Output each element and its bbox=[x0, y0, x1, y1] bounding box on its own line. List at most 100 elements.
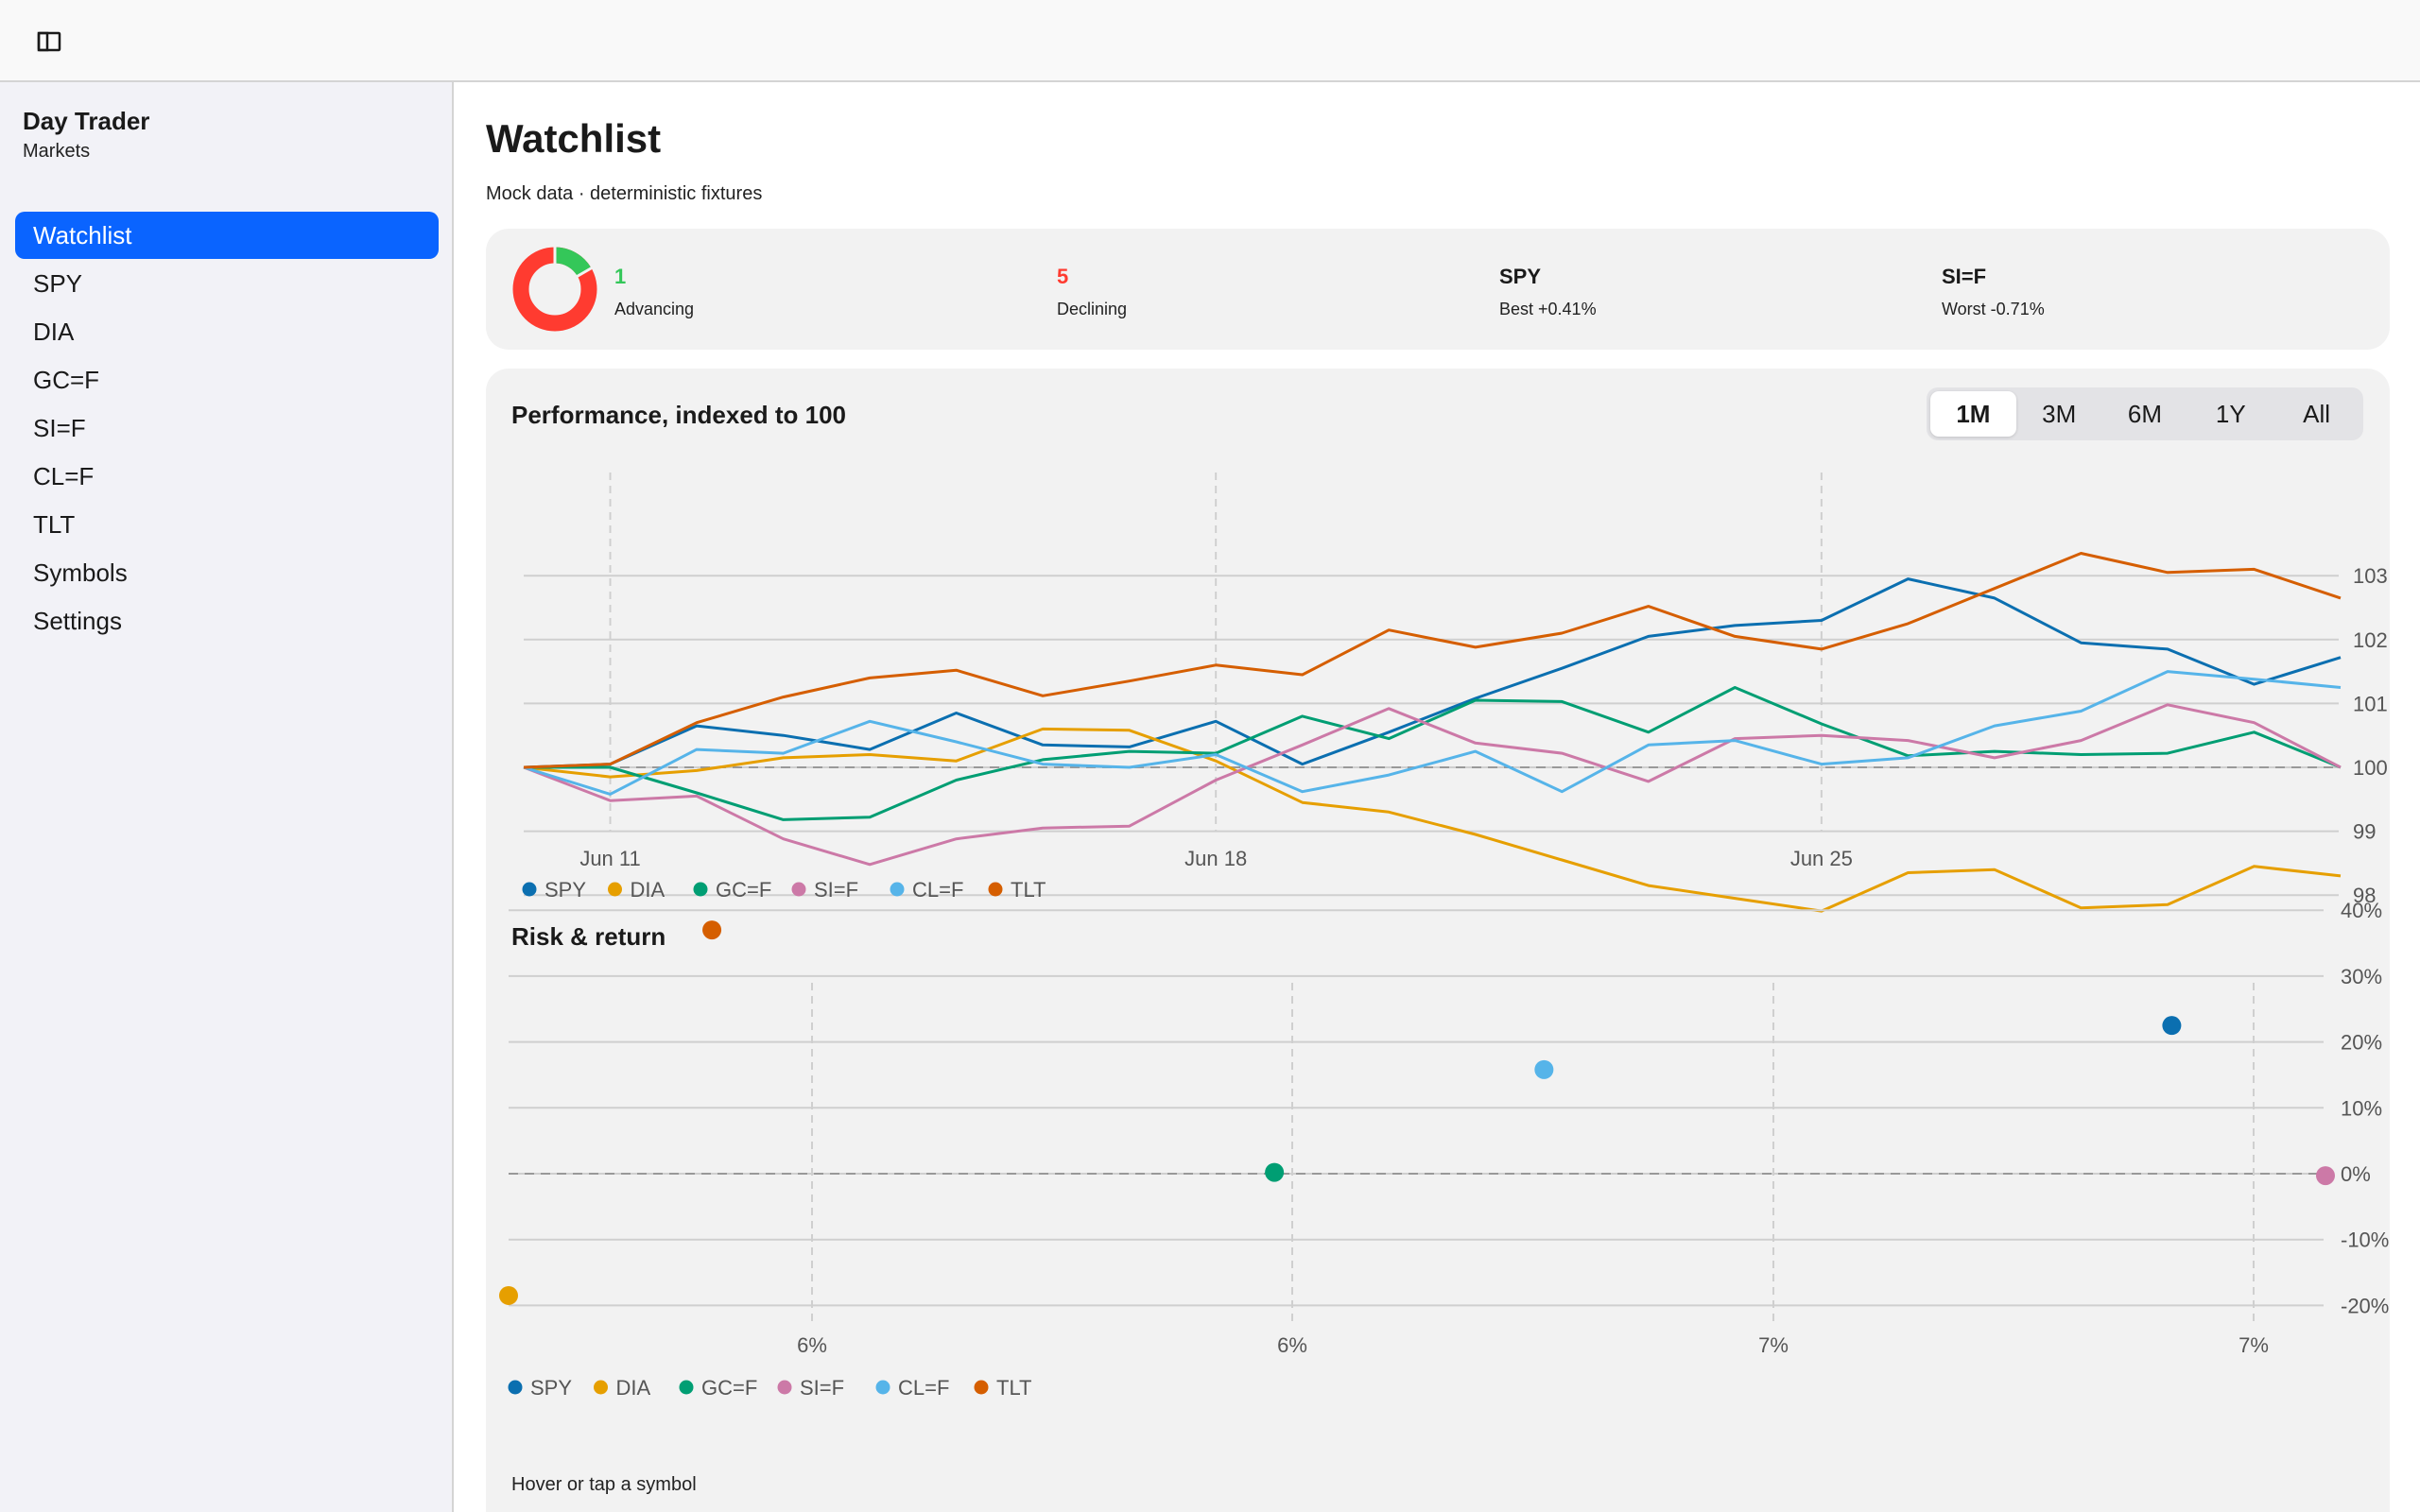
risk-y-tick-label: 30% bbox=[2341, 965, 2382, 988]
legend-swatch bbox=[608, 882, 622, 897]
charts-card: Performance, indexed to 100 1M 3M 6M 1Y … bbox=[486, 369, 2390, 1512]
risk-legend-swatch bbox=[974, 1380, 989, 1395]
perf-y-tick-label: 103 bbox=[2353, 564, 2388, 588]
legend-swatch bbox=[791, 882, 806, 897]
series-line-gcf[interactable] bbox=[524, 686, 2342, 821]
performance-title: Performance, indexed to 100 bbox=[511, 401, 847, 429]
scatter-point-gcf[interactable] bbox=[1265, 1162, 1285, 1182]
legend-label-tlt: TLT bbox=[1011, 878, 1046, 902]
legend-label-spy: SPY bbox=[544, 878, 586, 902]
scatter-point-sif[interactable] bbox=[2316, 1166, 2335, 1186]
legend-swatch bbox=[522, 882, 537, 897]
perf-y-tick-label: 101 bbox=[2353, 692, 2388, 715]
sidebar-item-tlt[interactable]: TLT bbox=[33, 510, 76, 539]
legend-label-dia: DIA bbox=[631, 878, 666, 902]
sidebar-item-settings[interactable]: Settings bbox=[33, 607, 122, 635]
risk-legend-label-gcf: GC=F bbox=[701, 1376, 757, 1400]
risk-legend-label-dia: DIA bbox=[616, 1376, 651, 1400]
legend-label-gcf: GC=F bbox=[716, 878, 771, 902]
legend-swatch bbox=[988, 882, 1003, 897]
sidebar-item-spy[interactable]: SPY bbox=[33, 269, 83, 298]
risk-legend-swatch bbox=[679, 1380, 694, 1395]
top-bar bbox=[0, 0, 2420, 82]
series-line-tlt[interactable] bbox=[523, 552, 2342, 769]
stat-declining: 5 Declining bbox=[1057, 265, 1127, 319]
summary-card: 1 Advancing 5 Declining SPY Best +0.41% … bbox=[486, 229, 2390, 350]
risk-x-tick-label: 7% bbox=[2238, 1333, 2269, 1357]
risk-y-tick-label: -20% bbox=[2341, 1294, 2389, 1317]
risk-legend-swatch bbox=[875, 1380, 890, 1395]
sidebar-toggle-icon[interactable] bbox=[34, 28, 64, 55]
risk-y-tick-label: 10% bbox=[2341, 1096, 2382, 1120]
sidebar-item-watchlist[interactable]: Watchlist bbox=[15, 212, 439, 259]
risk-legend-label-spy: SPY bbox=[530, 1376, 572, 1400]
best-label: Best +0.41% bbox=[1499, 300, 1597, 318]
risk-x-tick-label: 6% bbox=[1277, 1333, 1307, 1357]
scatter-point-tlt[interactable] bbox=[702, 920, 722, 940]
sidebar-nav: Watchlist SPY DIA GC=F SI=F CL=F TLT Sym… bbox=[15, 212, 439, 645]
series-line-clf[interactable] bbox=[523, 670, 2342, 796]
perf-x-tick-label: Jun 18 bbox=[1184, 847, 1247, 870]
perf-x-tick-label: Jun 11 bbox=[579, 847, 640, 870]
worst-label: Worst -0.71% bbox=[1942, 300, 2045, 318]
risk-y-tick-label: 20% bbox=[2341, 1031, 2382, 1055]
risk-y-tick-label: 0% bbox=[2341, 1162, 2371, 1186]
legend-label-sif: SI=F bbox=[814, 878, 858, 902]
declining-count: 5 bbox=[1057, 265, 1069, 288]
risk-legend-swatch bbox=[777, 1380, 792, 1395]
scatter-point-dia[interactable] bbox=[499, 1285, 518, 1305]
series-line-sif[interactable] bbox=[523, 703, 2342, 867]
range-all-button[interactable]: All bbox=[2303, 400, 2331, 428]
best-symbol: SPY bbox=[1499, 265, 1542, 288]
donut-gap bbox=[575, 266, 594, 279]
perf-y-tick-label: 102 bbox=[2353, 628, 2388, 652]
range-6m-button[interactable]: 6M bbox=[2127, 400, 2163, 428]
scatter-point-clf[interactable] bbox=[1534, 1059, 1554, 1079]
legend-label-clf: CL=F bbox=[912, 878, 963, 902]
risk-x-tick-label: 7% bbox=[1758, 1333, 1789, 1357]
advancing-count: 1 bbox=[614, 265, 627, 288]
hover-hint: Hover or tap a symbol bbox=[511, 1474, 697, 1495]
stat-best: SPY Best +0.41% bbox=[1499, 265, 1597, 319]
app-title: Day Trader bbox=[23, 107, 150, 135]
sidebar-item-crude[interactable]: CL=F bbox=[33, 462, 95, 490]
risk-legend-label-sif: SI=F bbox=[800, 1376, 844, 1400]
range-selector: 1M 3M 6M 1Y All bbox=[1927, 387, 2363, 440]
stat-advancing: 1 Advancing bbox=[614, 265, 694, 319]
advancing-label: Advancing bbox=[614, 300, 695, 318]
risk-y-tick-label: 40% bbox=[2341, 899, 2382, 922]
risk-title: Risk & return bbox=[511, 922, 666, 951]
main-content: Watchlist Mock data · deterministic fixt… bbox=[456, 82, 2420, 1512]
risk-legend-label-tlt: TLT bbox=[996, 1376, 1031, 1400]
risk-legend-label-clf: CL=F bbox=[898, 1376, 949, 1400]
legend-swatch bbox=[890, 882, 905, 897]
page-title: Watchlist bbox=[486, 116, 662, 161]
sidebar-item-symbols[interactable]: Symbols bbox=[33, 558, 128, 587]
scatter-point-spy[interactable] bbox=[2162, 1016, 2182, 1036]
range-3m-button[interactable]: 3M bbox=[2042, 400, 2077, 428]
perf-x-tick-label: Jun 25 bbox=[1790, 847, 1853, 870]
series-line-dia[interactable] bbox=[523, 727, 2342, 913]
risk-legend-swatch bbox=[508, 1380, 523, 1395]
perf-y-tick-label: 98 bbox=[2353, 884, 2376, 907]
sidebar-item-silver[interactable]: SI=F bbox=[33, 414, 86, 442]
app-subtitle: Markets bbox=[23, 141, 91, 162]
range-1y-button[interactable]: 1Y bbox=[2215, 400, 2246, 428]
risk-y-tick-label: -10% bbox=[2341, 1228, 2389, 1252]
page-subtitle: Mock data · deterministic fixtures bbox=[486, 183, 763, 204]
legend-swatch bbox=[693, 882, 708, 897]
series-line-spy[interactable] bbox=[523, 577, 2342, 769]
range-1m-button[interactable]: 1M bbox=[1930, 391, 2016, 437]
sidebar-item-gold[interactable]: GC=F bbox=[33, 366, 100, 394]
worst-symbol: SI=F bbox=[1942, 265, 1987, 288]
sidebar-item-dia[interactable]: DIA bbox=[33, 318, 75, 346]
advance-decline-donut bbox=[512, 246, 597, 332]
perf-y-tick-label: 100 bbox=[2353, 756, 2388, 780]
perf-y-tick-label: 99 bbox=[2353, 820, 2376, 844]
charts-svg: 98 99 100 101 102 103 Jun 11 Jun 18 Jun 25 SPY DIA… bbox=[499, 472, 2389, 1400]
declining-label: Declining bbox=[1057, 300, 1128, 318]
risk-x-tick-label: 6% bbox=[797, 1333, 827, 1357]
sidebar: Day Trader Markets Watchlist SPY DIA GC=… bbox=[0, 82, 454, 1512]
risk-legend-swatch bbox=[594, 1380, 608, 1395]
stat-worst: SI=F Worst -0.71% bbox=[1942, 265, 2045, 319]
